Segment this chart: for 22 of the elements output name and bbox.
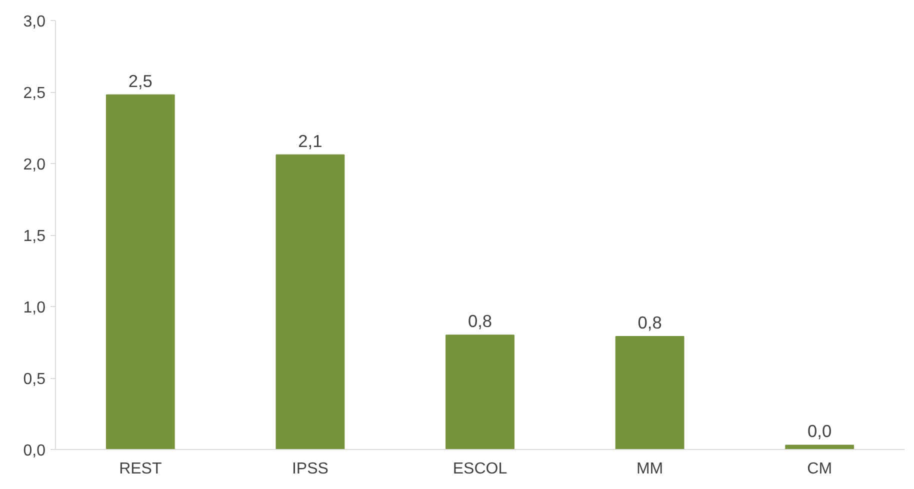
data-label: 0,8 (468, 311, 492, 332)
bar (106, 94, 175, 450)
y-tick-label: 3,0 (23, 14, 46, 30)
y-tick-label: 2,5 (23, 85, 46, 102)
y-tick-label: 2,0 (23, 156, 46, 174)
data-label: 2,5 (128, 70, 152, 91)
x-tick-label: MM (636, 460, 664, 478)
y-tick-label: 1,5 (23, 228, 46, 245)
data-label: 0,0 (808, 421, 832, 442)
x-tick-label: CM (807, 460, 832, 478)
y-tick-label: 0,0 (23, 442, 46, 460)
y-tick-label: 1,0 (23, 300, 46, 316)
x-tick-label: REST (119, 460, 162, 478)
y-tick-label: 0,5 (23, 371, 46, 388)
x-tick-label: ESCOL (452, 460, 508, 478)
bar (276, 154, 345, 450)
bar (785, 444, 854, 450)
x-tick-label: IPSS (292, 460, 328, 478)
bar (446, 334, 514, 450)
data-label: 2,1 (298, 130, 322, 151)
bar (615, 336, 684, 450)
data-label: 0,8 (638, 312, 662, 333)
